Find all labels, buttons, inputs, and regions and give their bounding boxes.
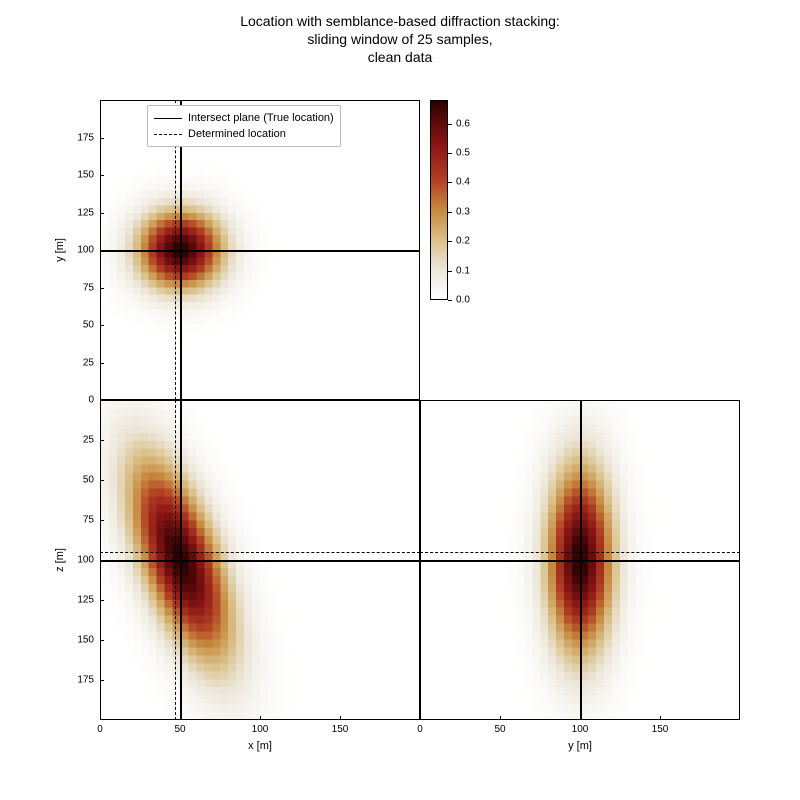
tick-cb	[448, 241, 452, 242]
xz-det-v	[175, 400, 176, 720]
ticklabel-xy-y: 150	[77, 170, 94, 181]
ticklabel-xy-y: 50	[83, 320, 94, 331]
title-line-2: sliding window of 25 samples,	[0, 30, 800, 48]
title-line-1: Location with semblance-based diffractio…	[0, 12, 800, 30]
tick-yz-y	[580, 716, 581, 720]
tick-xy-y	[100, 363, 104, 364]
zlabel-xz: z [m]	[54, 548, 66, 572]
legend-line-solid	[154, 118, 182, 119]
xz-det-h	[100, 552, 420, 553]
ticklabel-xz-x: 150	[332, 724, 349, 735]
legend-label-determined: Determined location	[188, 128, 286, 140]
ticklabel-cb: 0.3	[456, 206, 470, 217]
xlabel-xz: x [m]	[248, 740, 272, 752]
tick-cb	[448, 153, 452, 154]
tick-yz-y	[420, 716, 421, 720]
ticklabel-cb: 0.5	[456, 147, 470, 158]
ticklabel-xz-z: 100	[77, 555, 94, 566]
tick-xy-y	[100, 250, 104, 251]
ticklabel-xz-x: 0	[97, 724, 103, 735]
ylabel-yz: y [m]	[568, 740, 592, 752]
ticklabel-yz-y: 150	[652, 724, 669, 735]
tick-cb	[448, 124, 452, 125]
legend-row-true: Intersect plane (True location)	[154, 110, 334, 126]
ticklabel-cb: 0.0	[456, 295, 470, 306]
tick-cb	[448, 212, 452, 213]
tick-xy-y	[100, 175, 104, 176]
tick-yz-y	[660, 716, 661, 720]
tick-xy-y	[100, 288, 104, 289]
legend-row-determined: Determined location	[154, 126, 334, 142]
colorbar	[430, 100, 448, 300]
ticklabel-cb: 0.6	[456, 118, 470, 129]
tick-xz-x	[340, 716, 341, 720]
tick-xz-z	[100, 440, 104, 441]
ticklabel-xy-y: 25	[83, 357, 94, 368]
title-line-3: clean data	[0, 48, 800, 66]
tick-xz-z	[100, 560, 104, 561]
ticklabel-cb: 0.1	[456, 265, 470, 276]
ticklabel-xz-z: 125	[77, 595, 94, 606]
ticklabel-xz-x: 100	[252, 724, 269, 735]
yz-det-v	[580, 400, 581, 720]
ticklabel-yz-y: 50	[494, 724, 505, 735]
ticklabel-xz-z: 75	[83, 515, 94, 526]
tick-cb	[448, 300, 452, 301]
ticklabel-xz-x: 50	[174, 724, 185, 735]
ticklabel-xz-z: 50	[83, 475, 94, 486]
tick-xz-x	[260, 716, 261, 720]
tick-xy-y	[100, 213, 104, 214]
tick-xz-z	[100, 680, 104, 681]
yz-det-h	[420, 552, 740, 553]
tick-xy-y	[100, 325, 104, 326]
ticklabel-xz-z: 150	[77, 635, 94, 646]
xy-det-h	[100, 250, 420, 251]
ticklabel-xy-y: 175	[77, 132, 94, 143]
tick-xy-y	[100, 400, 104, 401]
tick-xz-z	[100, 480, 104, 481]
ticklabel-xy-y: 0	[88, 395, 94, 406]
ticklabel-yz-y: 100	[572, 724, 589, 735]
ticklabel-xz-z: 175	[77, 675, 94, 686]
tick-cb	[448, 271, 452, 272]
tick-cb	[448, 182, 452, 183]
ticklabel-xz-z: 25	[83, 435, 94, 446]
legend: Intersect plane (True location) Determin…	[147, 105, 341, 147]
ticklabel-xy-y: 100	[77, 245, 94, 256]
ticklabel-xy-y: 125	[77, 207, 94, 218]
tick-xz-x	[100, 716, 101, 720]
tick-yz-y	[500, 716, 501, 720]
legend-line-dashed	[154, 134, 182, 135]
ylabel-xy: y [m]	[54, 238, 66, 262]
tick-xz-x	[180, 716, 181, 720]
tick-xz-z	[100, 520, 104, 521]
colorbar-canvas	[431, 101, 447, 299]
ticklabel-xy-y: 75	[83, 282, 94, 293]
tick-xy-y	[100, 138, 104, 139]
ticklabel-yz-y: 0	[417, 724, 423, 735]
xz-true-h	[100, 560, 420, 562]
ticklabel-cb: 0.4	[456, 177, 470, 188]
chart-title: Location with semblance-based diffractio…	[0, 12, 800, 67]
tick-xz-z	[100, 640, 104, 641]
ticklabel-cb: 0.2	[456, 236, 470, 247]
tick-xz-z	[100, 600, 104, 601]
legend-label-true: Intersect plane (True location)	[188, 112, 334, 124]
